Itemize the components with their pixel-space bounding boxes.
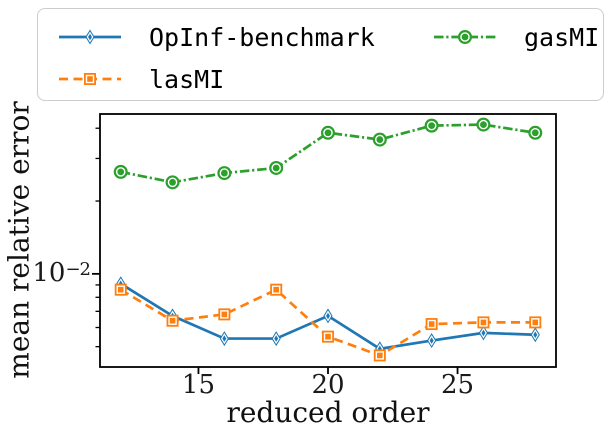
y-axis-label: mean relative error (2, 101, 36, 379)
x-tick-label: 25 (440, 370, 475, 400)
y-tick-label: 10−2 (32, 257, 91, 288)
y-tick-exponent: −2 (65, 258, 91, 280)
legend: OpInf-benchmark lasMI gasMI (37, 8, 604, 101)
y-tick-base: 10 (32, 257, 66, 288)
x-tick-label: 20 (311, 370, 345, 400)
legend-label: gasMI (524, 22, 600, 52)
legend-line-circle-icon (434, 30, 496, 44)
legend-entry-gasmi: gasMI (433, 15, 599, 59)
legend-label: OpInf-benchmark (149, 22, 375, 52)
legend-label: lasMI (149, 64, 225, 94)
legend-entry-opinf-benchmark: OpInf-benchmark (58, 15, 375, 59)
legend-line-square-icon (59, 73, 121, 85)
legend-line-diamond-icon (59, 29, 121, 45)
x-axis-label: reduced order (226, 396, 430, 429)
x-tick-label: 15 (181, 370, 215, 400)
legend-entry-lasmi: lasMI (58, 59, 224, 99)
